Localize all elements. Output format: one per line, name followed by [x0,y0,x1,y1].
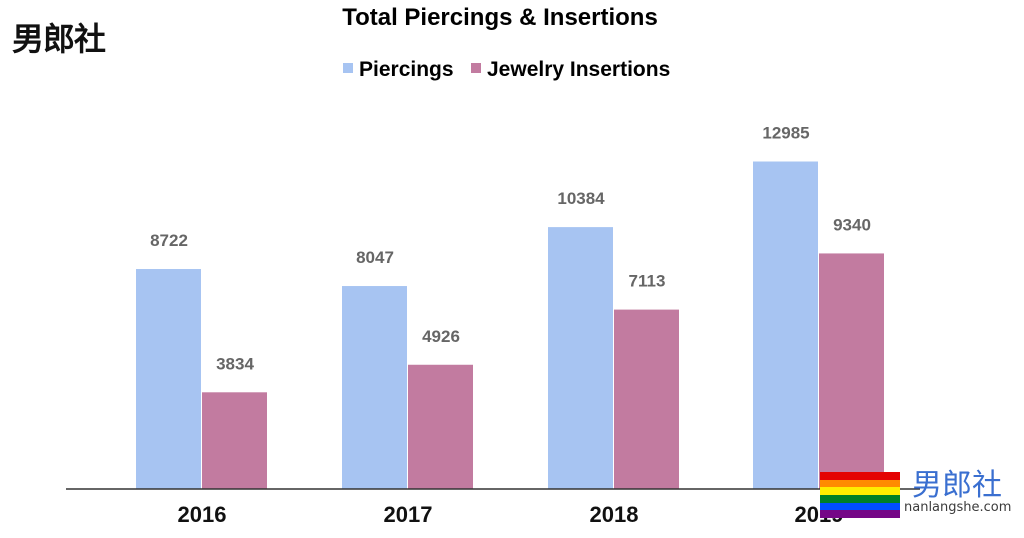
value-label-jewelry-insertions-2018: 7113 [629,272,666,291]
bar-piercings-2017 [342,286,407,489]
legend: Piercings Jewelry Insertions [343,58,670,81]
watermark-bottom-logo: 男郎社 nanlangshe.com [820,470,1020,520]
value-label-jewelry-insertions-2017: 4926 [422,327,460,346]
value-label-piercings-2017: 8047 [356,248,394,267]
bar-jewelry-insertions-2017 [408,364,473,489]
watermark-url: nanlangshe.com [904,500,1012,515]
bar-piercings-2016 [136,269,201,489]
watermark-logo-text: 男郎社 [912,468,1002,503]
chart-title: Total Piercings & Insertions [342,4,658,31]
value-label-piercings-2019: 12985 [762,124,809,143]
flag-stripe [820,472,900,480]
value-labels-group: 8722 3834 8047 4926 10384 7113 12985 9340 [150,124,871,374]
bar-jewelry-insertions-2016 [202,392,267,489]
bar-piercings-2019 [753,161,818,489]
legend-swatch-piercings [343,63,353,73]
bars-group [136,161,884,489]
rainbow-flag-icon [820,472,900,519]
value-label-piercings-2016: 8722 [150,231,188,250]
flag-stripe [820,510,900,519]
watermark-top-logo: 男郎社 [12,20,106,58]
value-label-jewelry-insertions-2016: 3834 [216,354,254,373]
flag-stripe [820,502,900,511]
flag-stripe [820,495,900,503]
x-tick-labels-group: 2016 2017 2018 2019 [178,502,844,527]
x-tick-label-2017: 2017 [384,502,433,527]
x-tick-label-2016: 2016 [178,502,227,527]
x-tick-label-2018: 2018 [590,502,639,527]
flag-stripe [820,487,900,496]
bar-piercings-2018 [548,227,613,489]
legend-swatch-jewelry-insertions [471,63,481,73]
flag-stripe [820,479,900,488]
legend-label-piercings: Piercings [359,58,454,81]
bar-jewelry-insertions-2018 [614,309,679,489]
value-label-piercings-2018: 10384 [557,189,605,208]
value-label-jewelry-insertions-2019: 9340 [833,215,871,234]
bar-jewelry-insertions-2019 [819,253,884,489]
legend-label-jewelry-insertions: Jewelry Insertions [487,58,670,81]
